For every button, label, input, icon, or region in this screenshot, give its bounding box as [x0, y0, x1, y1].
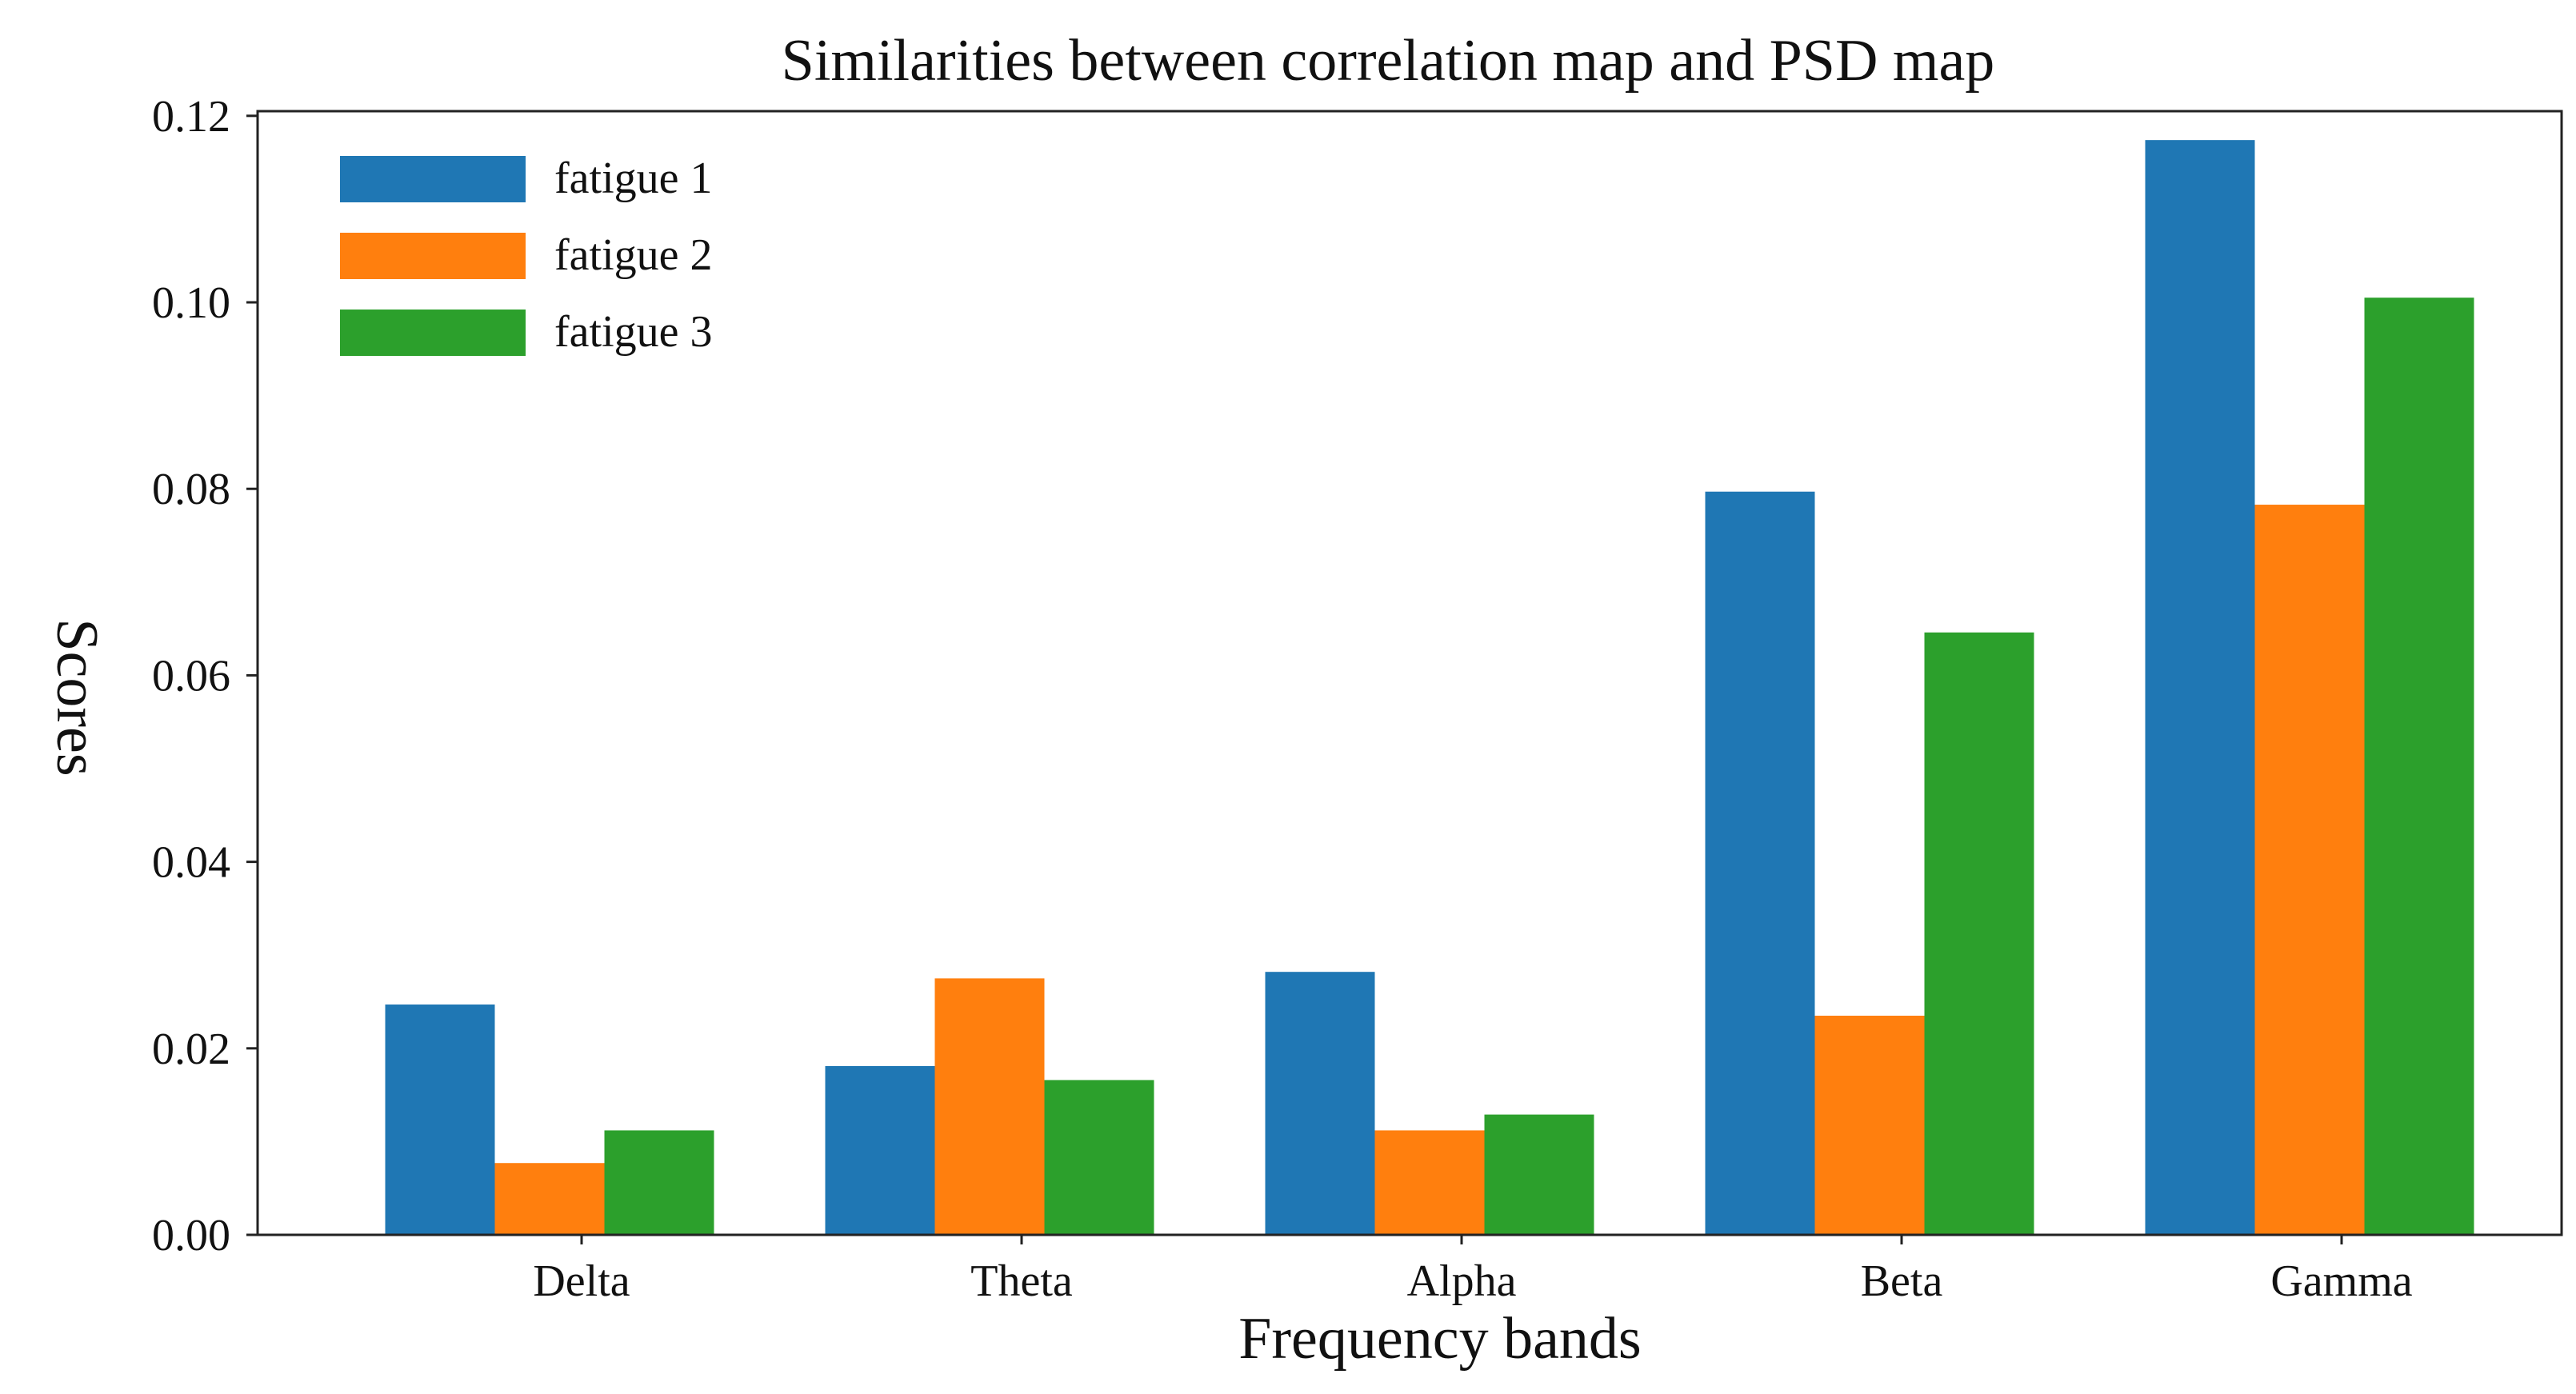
bar-fatigue-2-delta [494, 1163, 605, 1235]
bar-fatigue-1-beta [1705, 491, 1815, 1235]
x-tick-label-alpha: Alpha [1407, 1256, 1517, 1306]
y-tick-label: 0.06 [152, 651, 230, 701]
bar-fatigue-2-theta [934, 978, 1045, 1235]
y-tick-label: 0.10 [152, 278, 230, 328]
x-tick-label-theta: Theta [970, 1256, 1073, 1306]
bar-fatigue-2-alpha [1374, 1130, 1485, 1235]
bar-fatigue-1-gamma [2145, 140, 2255, 1235]
y-tick-label: 0.02 [152, 1025, 230, 1074]
y-axis-label: Scores [44, 618, 110, 776]
bar-fatigue-3-theta [1044, 1080, 1154, 1235]
bar-fatigue-3-alpha [1484, 1114, 1594, 1235]
legend-swatch-fatigue-2 [340, 233, 526, 279]
legend-label-fatigue-2: fatigue 2 [554, 230, 712, 280]
x-tick-label-beta: Beta [1861, 1256, 1943, 1306]
x-tick-label-gamma: Gamma [2270, 1256, 2412, 1306]
legend-swatch-fatigue-1 [340, 156, 526, 202]
y-tick-label: 0.12 [152, 92, 230, 142]
bar-fatigue-1-alpha [1265, 972, 1375, 1235]
y-tick-label: 0.08 [152, 465, 230, 514]
bar-fatigue-3-beta [1924, 632, 2034, 1235]
plot-frame [256, 110, 2563, 1236]
x-axis-ticks: Delta Theta Alpha Beta Gamma [533, 1235, 2413, 1306]
legend-label-fatigue-1: fatigue 1 [554, 154, 712, 203]
legend: fatigue 1 fatigue 2 fatigue 3 [340, 154, 712, 357]
bar-fatigue-2-beta [1814, 1015, 1925, 1235]
y-axis-ticks: 0.00 0.02 0.04 0.06 0.08 0.10 0.12 [152, 92, 258, 1260]
bars-layer [385, 140, 2474, 1235]
chart-title: Similarities between correlation map and… [782, 28, 1995, 94]
y-tick-label: 0.00 [152, 1211, 230, 1260]
legend-label-fatigue-3: fatigue 3 [554, 307, 712, 357]
bar-fatigue-2-gamma [2254, 505, 2365, 1235]
bar-fatigue-3-gamma [2364, 298, 2474, 1235]
y-tick-label: 0.04 [152, 838, 230, 888]
x-tick-label-delta: Delta [533, 1256, 630, 1306]
x-axis-label: Frequency bands [1238, 1306, 1641, 1372]
bar-fatigue-3-delta [604, 1130, 714, 1235]
bar-fatigue-1-theta [825, 1065, 935, 1235]
legend-swatch-fatigue-3 [340, 310, 526, 356]
bar-fatigue-1-delta [385, 1005, 495, 1235]
